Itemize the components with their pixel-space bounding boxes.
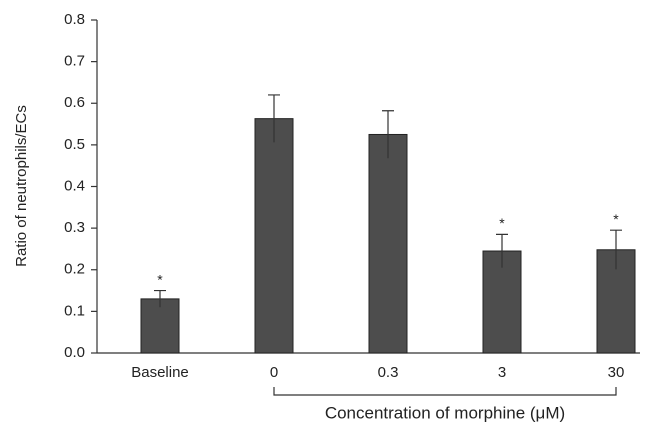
significance-marker: * — [499, 215, 505, 231]
group-bracket — [273, 387, 617, 396]
x-tick-label: 30 — [608, 364, 625, 381]
x-tick-label: 0.3 — [378, 364, 399, 381]
y-tick-label: 0.1 — [64, 302, 85, 319]
significance-marker: * — [157, 271, 163, 287]
error-bar — [268, 94, 280, 143]
group-label: Concentration of morphine (μM) — [325, 403, 565, 422]
bar — [368, 133, 408, 354]
y-axis-label: Ratio of neutrophils/ECs — [13, 105, 30, 267]
y-tick-label: 0.6 — [64, 94, 85, 111]
error-bar — [610, 229, 622, 270]
y-tick-label: 0.5 — [64, 136, 85, 153]
y-tick-label: 0.2 — [64, 261, 85, 278]
bar — [140, 298, 180, 354]
y-tick-label: 0.3 — [64, 219, 85, 236]
y-tick-label: 0.7 — [64, 53, 85, 70]
significance-marker: * — [613, 211, 619, 227]
x-tick-label: Baseline — [131, 364, 189, 381]
error-bar — [382, 110, 394, 159]
bar — [254, 118, 294, 354]
error-bar — [496, 233, 508, 268]
x-tick-label: 0 — [270, 364, 278, 381]
error-bar — [154, 289, 166, 308]
bar — [482, 250, 522, 354]
y-tick-label: 0.4 — [64, 177, 85, 194]
y-tick-label: 0.8 — [64, 11, 85, 28]
y-tick-label: 0.0 — [64, 344, 85, 361]
x-tick-label: 3 — [498, 364, 506, 381]
